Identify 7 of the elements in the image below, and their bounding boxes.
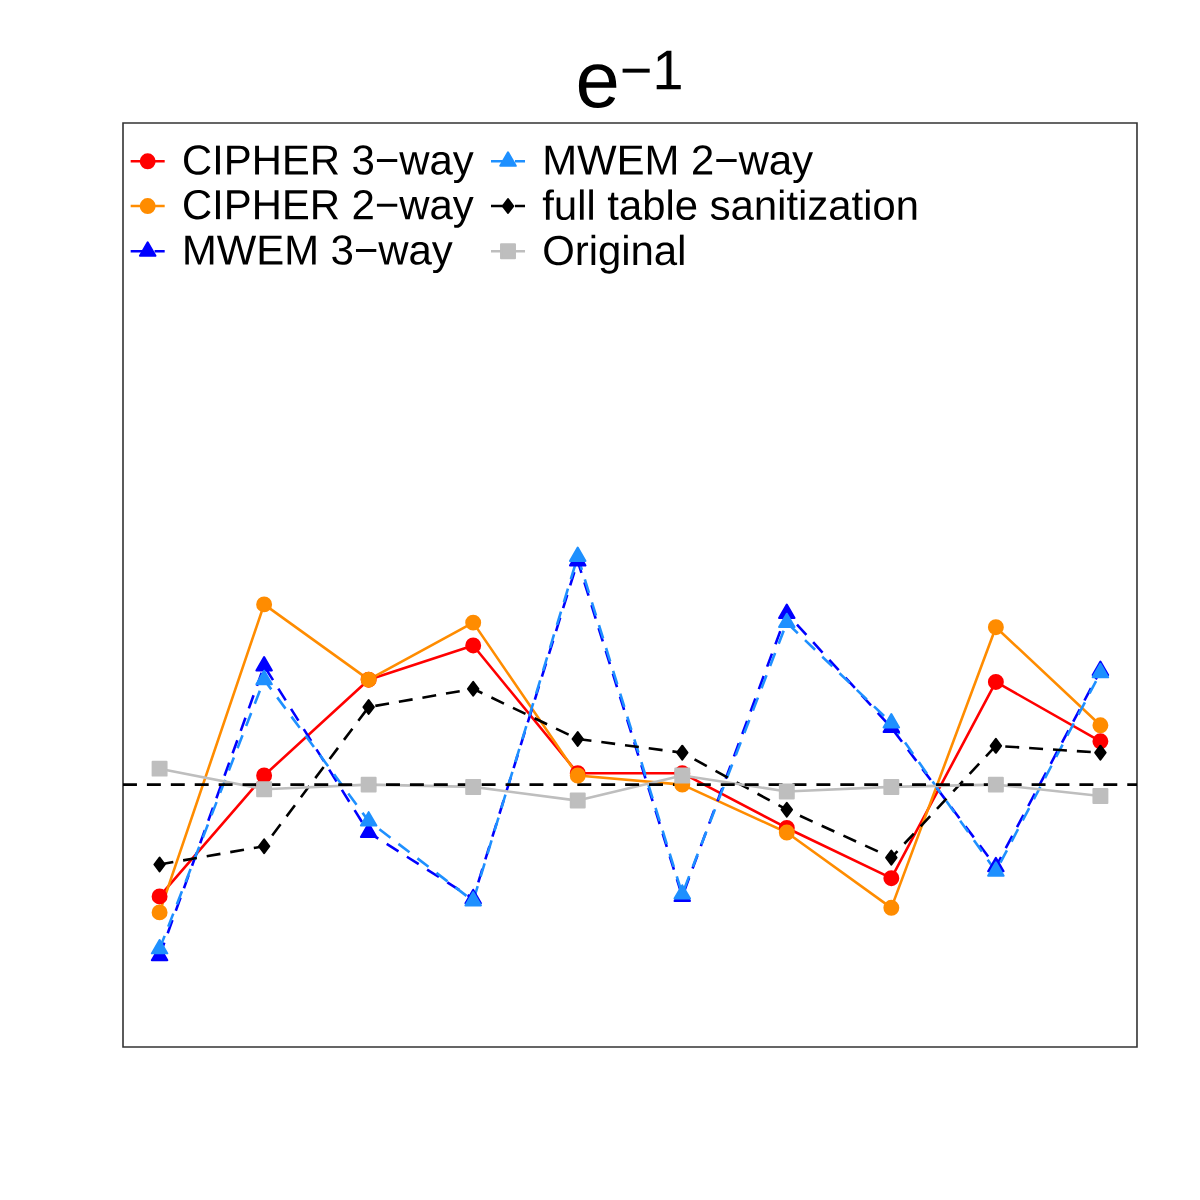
legend-label: CIPHER 2−way — [184, 189, 474, 228]
legend-label: full table sanitization — [542, 189, 917, 221]
legend-label: CIPHER 3−way — [184, 145, 474, 184]
chart-title: e$^{−1}$ — [578, 50, 681, 108]
legend-label: MWEM 3−way — [185, 235, 453, 274]
legend-label: MWEM 2−way — [545, 145, 813, 184]
legend-label: Original — [544, 234, 684, 274]
